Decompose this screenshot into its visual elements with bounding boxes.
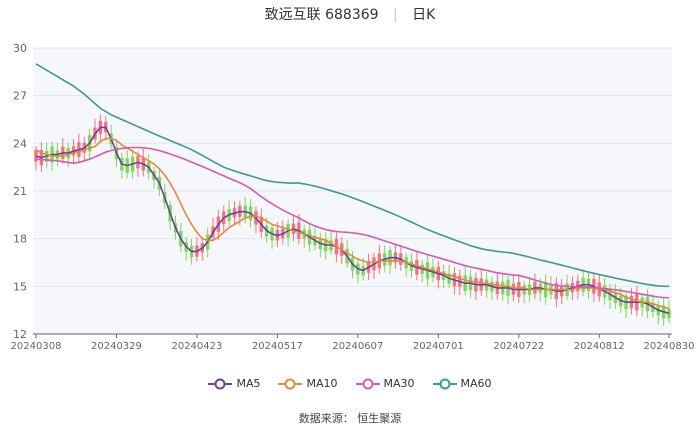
x-tick-label: 20240517 — [252, 341, 303, 352]
x-tick-label: 20240607 — [332, 341, 383, 352]
y-tick-label: 21 — [13, 185, 27, 198]
legend-swatch-icon — [432, 378, 457, 389]
candle-body — [34, 150, 38, 162]
legend-item-ma5[interactable]: MA5 — [208, 377, 260, 390]
legend-swatch-icon — [208, 378, 233, 389]
legend-label: MA30 — [383, 377, 415, 390]
series-line-ma30 — [35, 146, 670, 299]
legend-item-ma10[interactable]: MA10 — [278, 377, 338, 390]
x-tick-label: 20240701 — [413, 341, 464, 352]
legend-item-ma60[interactable]: MA60 — [432, 377, 492, 390]
title-separator: | — [393, 7, 398, 23]
x-tick-label: 20240423 — [171, 341, 222, 352]
x-tick-label: 20240308 — [11, 341, 62, 352]
y-tick-label: 15 — [13, 280, 27, 293]
y-tick-label: 27 — [13, 90, 27, 103]
legend: MA5 MA10 MA30 MA60 — [0, 377, 700, 390]
legend-swatch-icon — [355, 378, 380, 389]
stock-name: 致远互联 — [264, 7, 321, 23]
y-tick-label: 12 — [13, 328, 27, 341]
y-tick-label: 30 — [13, 42, 27, 55]
legend-label: MA60 — [460, 377, 492, 390]
legend-label: MA5 — [236, 377, 261, 390]
period-label: 日K — [412, 7, 436, 23]
legend-item-ma30[interactable]: MA30 — [355, 377, 415, 390]
x-tick-label: 20240812 — [574, 341, 625, 352]
candle-body — [667, 309, 671, 319]
x-tick-label: 20240329 — [91, 341, 142, 352]
legend-swatch-icon — [278, 378, 303, 389]
x-tick-label: 20240722 — [493, 341, 544, 352]
series-line-ma60 — [35, 63, 670, 288]
y-tick-label: 18 — [13, 233, 27, 246]
series-line-ma10 — [35, 137, 670, 310]
series-line-ma5 — [35, 126, 670, 315]
chart-title: 致远互联 688369 | 日K — [0, 4, 700, 24]
stock-code: 688369 — [325, 7, 379, 23]
data-source: 数据来源： 恒生聚源 — [298, 412, 402, 425]
y-tick-label: 24 — [13, 137, 27, 150]
legend-label: MA10 — [306, 377, 338, 390]
x-tick-label: 20240830 — [644, 341, 695, 352]
